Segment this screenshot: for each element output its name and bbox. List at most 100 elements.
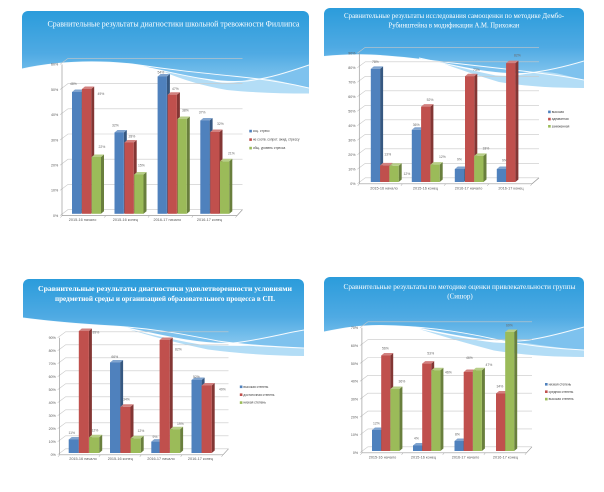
svg-text:30%: 30% [51, 138, 59, 142]
svg-text:48%: 48% [70, 82, 77, 86]
svg-text:10%: 10% [351, 433, 359, 437]
svg-text:36%: 36% [399, 380, 406, 384]
svg-text:52%: 52% [427, 98, 434, 102]
svg-text:32%: 32% [112, 124, 119, 128]
svg-text:80%: 80% [348, 66, 356, 70]
svg-text:12%: 12% [92, 429, 99, 433]
svg-text:2016-17 начало: 2016-17 начало [452, 456, 480, 460]
svg-text:18%: 18% [483, 147, 490, 151]
svg-text:средняя степень: средняя степень [549, 390, 574, 394]
svg-text:11%: 11% [69, 431, 76, 435]
svg-text:2016-17 конец: 2016-17 конец [197, 218, 223, 222]
svg-text:10%: 10% [49, 440, 57, 444]
svg-text:0%: 0% [53, 214, 59, 218]
svg-text:Сравнительные результаты диагн: Сравнительные результаты диагностики шко… [48, 19, 300, 28]
svg-text:12%: 12% [404, 172, 411, 176]
svg-text:2016-17 начало: 2016-17 начало [455, 187, 483, 191]
svg-text:47%: 47% [172, 87, 179, 91]
svg-text:34%: 34% [123, 398, 130, 402]
svg-text:2015-16 конец: 2015-16 конец [113, 218, 139, 222]
svg-text:89%: 89% [93, 331, 100, 335]
svg-text:2015-16 начало: 2015-16 начало [69, 457, 97, 461]
svg-text:2016-17 начало: 2016-17 начало [154, 218, 182, 222]
svg-text:12%: 12% [373, 422, 380, 426]
svg-text:46%: 46% [466, 356, 473, 360]
svg-text:Сравнительные результаты иссле: Сравнительные результаты исследования са… [344, 12, 565, 20]
svg-text:60%: 60% [348, 95, 356, 99]
svg-text:36%: 36% [413, 123, 420, 127]
svg-text:22%: 22% [99, 145, 106, 149]
svg-text:50%: 50% [351, 362, 359, 366]
svg-text:низкая степень: низкая степень [549, 382, 572, 386]
svg-text:Рубинштейна в модификации А.М.: Рубинштейна в модификации А.М. Прихожан [389, 22, 520, 30]
svg-text:30%: 30% [49, 414, 57, 418]
svg-text:4%: 4% [414, 437, 419, 441]
svg-text:54%: 54% [158, 71, 165, 75]
svg-text:9%: 9% [457, 158, 462, 162]
svg-text:82%: 82% [514, 54, 521, 58]
svg-text:50%: 50% [49, 388, 57, 392]
svg-text:40%: 40% [49, 401, 57, 405]
svg-text:52%: 52% [193, 375, 200, 379]
svg-text:30%: 30% [351, 398, 359, 402]
svg-text:0%: 0% [51, 453, 57, 457]
svg-text:46%: 46% [445, 371, 452, 375]
svg-text:12%: 12% [439, 155, 446, 159]
svg-text:49%: 49% [98, 92, 105, 96]
svg-text:30%: 30% [348, 139, 356, 143]
svg-text:0%: 0% [353, 451, 359, 455]
svg-text:15%: 15% [138, 164, 145, 168]
svg-text:56%: 56% [382, 347, 389, 351]
svg-text:12%: 12% [138, 429, 145, 433]
svg-text:21%: 21% [228, 152, 235, 156]
svg-text:9%: 9% [153, 435, 158, 439]
svg-text:40%: 40% [348, 124, 356, 128]
svg-text:28%: 28% [129, 134, 136, 138]
svg-text:20%: 20% [51, 164, 59, 168]
svg-text:82%: 82% [175, 348, 182, 352]
svg-text:34%: 34% [497, 385, 504, 389]
svg-text:20%: 20% [49, 427, 57, 431]
svg-text:90%: 90% [49, 336, 57, 340]
svg-text:9%: 9% [502, 159, 507, 163]
svg-text:Сравнительные результаты диагн: Сравнительные результаты диагностики удо… [38, 285, 292, 293]
svg-text:20%: 20% [351, 415, 359, 419]
svg-text:40%: 40% [51, 113, 59, 117]
svg-text:38%: 38% [182, 109, 189, 113]
svg-text:60%: 60% [49, 375, 57, 379]
svg-text:2015-16 конец: 2015-16 конец [108, 457, 134, 461]
svg-text:60%: 60% [351, 344, 359, 348]
svg-text:53%: 53% [427, 352, 434, 356]
svg-text:70%: 70% [348, 81, 356, 85]
svg-text:19%: 19% [177, 422, 184, 426]
svg-text:13%: 13% [384, 153, 391, 157]
svg-text:90%: 90% [348, 52, 356, 56]
svg-text:достаточная степень: достаточная степень [243, 393, 274, 397]
svg-text:66%: 66% [111, 355, 118, 359]
svg-text:заниженная: заниженная [552, 124, 570, 128]
svg-text:60%: 60% [51, 63, 59, 67]
svg-text:69%: 69% [506, 324, 513, 328]
svg-text:2015-16 начало: 2015-16 начало [69, 218, 97, 222]
svg-text:78%: 78% [372, 60, 379, 64]
svg-text:37%: 37% [199, 111, 206, 115]
svg-text:низкая степень: низкая степень [243, 401, 266, 405]
svg-text:32%: 32% [217, 122, 224, 126]
svg-text:10%: 10% [348, 168, 356, 172]
svg-text:2016-17 конец: 2016-17 конец [493, 456, 519, 460]
svg-text:2015-16 начало: 2015-16 начало [370, 187, 398, 191]
svg-text:предметной среды и организацие: предметной среды и организацией образова… [55, 295, 275, 303]
svg-text:2016-17 начало: 2016-17 начало [147, 457, 175, 461]
svg-text:8%: 8% [455, 433, 460, 437]
svg-text:не соотв. сопрот. ожид. стресс: не соотв. сопрот. ожид. стрессу [253, 138, 300, 142]
svg-text:высокая: высокая [552, 110, 565, 114]
svg-text:20%: 20% [348, 153, 356, 157]
svg-text:2015-16 начало: 2015-16 начало [369, 456, 397, 460]
svg-text:2016-17 конец: 2016-17 конец [188, 457, 214, 461]
svg-text:2016-17 конец: 2016-17 конец [498, 187, 524, 191]
svg-text:73%: 73% [473, 68, 480, 72]
svg-text:(Сишор): (Сишор) [447, 293, 473, 301]
svg-text:высокая степень: высокая степень [243, 385, 268, 389]
svg-text:Сравнительные результаты по ме: Сравнительные результаты по методике оце… [344, 283, 576, 291]
svg-text:47%: 47% [486, 363, 493, 367]
